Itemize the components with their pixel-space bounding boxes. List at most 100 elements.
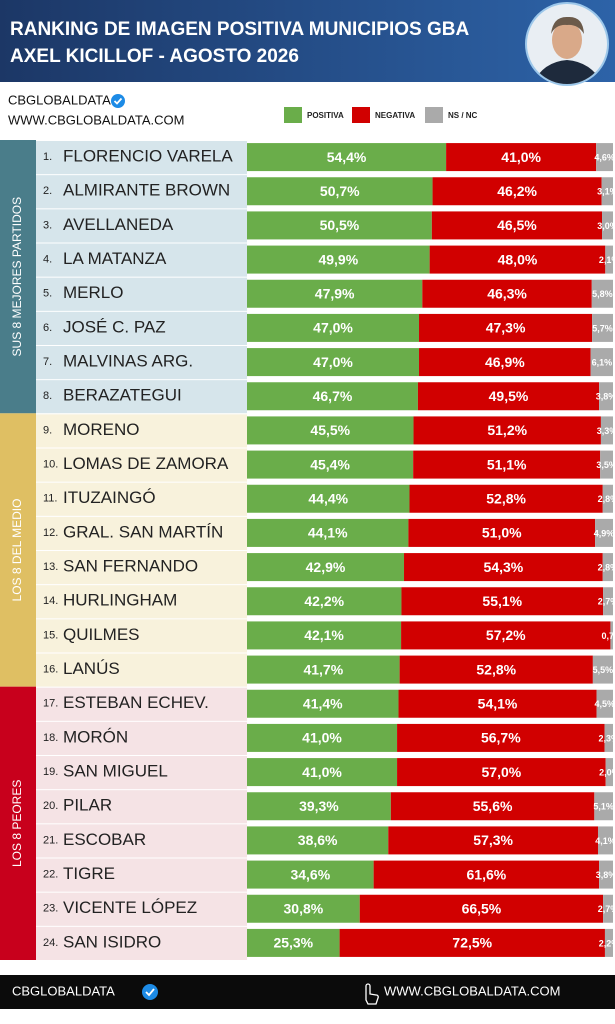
- value-label: 47,0%: [313, 354, 353, 370]
- value-label: 45,5%: [310, 422, 350, 438]
- bar-segment: [247, 245, 430, 274]
- row-separator: [36, 652, 615, 654]
- bar-segment: [247, 689, 399, 718]
- row-separator: [36, 857, 615, 859]
- value-label: 57,0%: [482, 764, 522, 780]
- header-banner: [0, 0, 615, 82]
- value-label: 3,8%: [596, 870, 615, 880]
- bar-segment: [596, 143, 613, 172]
- verified-icon: [142, 984, 158, 1000]
- bar-segment: [408, 518, 596, 547]
- bar-segment: [401, 621, 611, 650]
- bar-segment: [397, 758, 606, 787]
- rank: 6.: [43, 322, 52, 334]
- bar-segment: [247, 211, 432, 240]
- rank: 7.: [43, 356, 52, 368]
- rank: 20.: [43, 800, 58, 812]
- rank: 8.: [43, 390, 52, 402]
- brand: CBGLOBALDATA: [8, 92, 111, 107]
- category-label: HURLINGHAM: [63, 591, 177, 610]
- value-label: 47,3%: [486, 320, 526, 336]
- value-label: 4,1%: [595, 836, 615, 846]
- value-label: 55,1%: [482, 593, 522, 609]
- value-label: 50,5%: [320, 217, 360, 233]
- bar-segment: [247, 826, 389, 855]
- value-label: 46,3%: [487, 285, 527, 301]
- bar-segment: [610, 621, 613, 650]
- value-label: 54,1%: [478, 695, 518, 711]
- category-label: ITUZAINGÓ: [63, 488, 156, 507]
- category-label: BERAZATEGUI: [63, 386, 182, 405]
- value-label: 4,6%: [594, 152, 615, 162]
- legend-swatch: [352, 107, 370, 123]
- row-separator: [36, 550, 615, 551]
- value-label: 41,0%: [302, 730, 342, 746]
- value-label: 5,5%: [593, 665, 614, 675]
- bar-segment: [600, 416, 613, 445]
- rank: 14.: [43, 595, 58, 607]
- footer-bar: [0, 975, 615, 1009]
- bar-segment: [247, 894, 360, 923]
- value-label: 41,0%: [501, 149, 541, 165]
- bar-segment: [247, 279, 423, 308]
- bar-segment: [599, 382, 613, 411]
- bar-segment: [596, 689, 613, 718]
- value-label: 5,8%: [592, 289, 613, 299]
- value-label: 2,8%: [598, 494, 615, 504]
- row-separator: [36, 686, 615, 688]
- category-label: MALVINAS ARG.: [63, 352, 193, 371]
- group-strip: [0, 140, 36, 414]
- value-label: 30,8%: [284, 900, 324, 916]
- value-label: 6,1%: [592, 357, 613, 367]
- legend-label: NS / NC: [448, 111, 478, 120]
- rank: 16.: [43, 663, 58, 675]
- bar-segment: [595, 518, 613, 547]
- group-strip: [0, 686, 36, 960]
- bar-segment: [603, 894, 613, 923]
- bar-segment: [247, 553, 405, 582]
- bar-segment: [604, 723, 613, 752]
- bar-segment: [417, 382, 600, 411]
- value-label: 42,2%: [304, 593, 344, 609]
- group-label: SUS 8 MEJORES PARTIDOS: [10, 197, 24, 357]
- row-separator: [36, 140, 615, 141]
- value-label: 2,2%: [599, 938, 615, 948]
- rank: 19.: [43, 766, 58, 778]
- value-label: 3,1%: [597, 187, 615, 197]
- bar-segment: [604, 928, 613, 957]
- bar-segment: [597, 826, 613, 855]
- bar-segment: [413, 416, 601, 445]
- value-label: 46,2%: [497, 183, 537, 199]
- category-label: ESTEBAN ECHEV.: [63, 693, 209, 712]
- rank: 24.: [43, 937, 58, 949]
- bar-segment: [247, 655, 400, 684]
- bar-segment: [373, 860, 600, 889]
- legend-label: POSITIVA: [307, 111, 344, 120]
- bar-segment: [398, 689, 597, 718]
- bar-segment: [247, 313, 420, 342]
- category-label: VICENTE LÓPEZ: [63, 898, 197, 917]
- category-label: SAN FERNANDO: [63, 557, 198, 576]
- bar-segment: [247, 382, 418, 411]
- rank: 23.: [43, 903, 58, 915]
- rank: 17.: [43, 698, 58, 710]
- rank: 4.: [43, 253, 52, 265]
- row-separator: [36, 242, 615, 244]
- bar-segment: [247, 723, 398, 752]
- value-label: 39,3%: [299, 798, 339, 814]
- value-label: 47,9%: [315, 285, 355, 301]
- rank: 5.: [43, 288, 52, 300]
- category-label: MERLO: [63, 283, 123, 302]
- bar-segment: [397, 723, 605, 752]
- rank: 18.: [43, 732, 58, 744]
- value-label: 44,4%: [308, 490, 348, 506]
- bar-segment: [404, 553, 603, 582]
- bar-segment: [592, 313, 613, 342]
- bar-segment: [339, 928, 605, 957]
- category-label: PILAR: [63, 796, 112, 815]
- value-label: 3,0%: [597, 221, 615, 231]
- bar-segment: [602, 553, 613, 582]
- value-label: 0,7%: [601, 631, 615, 641]
- bar-segment: [605, 758, 613, 787]
- bar-segment: [592, 655, 613, 684]
